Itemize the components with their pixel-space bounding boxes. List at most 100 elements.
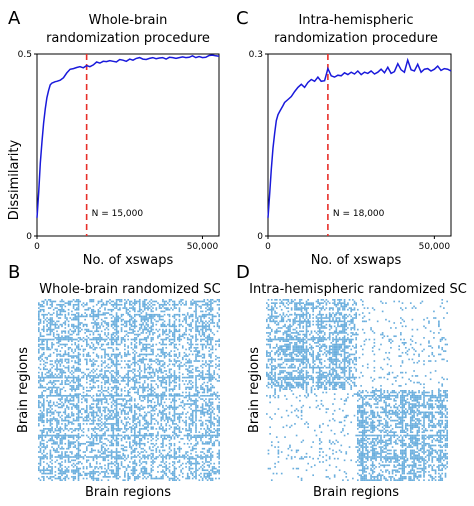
heatmap-cell xyxy=(152,370,154,372)
heatmap-cell xyxy=(44,386,47,389)
heatmap-cell xyxy=(74,313,77,316)
heatmap-cell xyxy=(112,423,115,425)
chart-c-threshold-label: N = 18,000 xyxy=(333,209,385,219)
heatmap-cell xyxy=(104,340,106,343)
heatmap-cell xyxy=(185,320,187,323)
heatmap-cell xyxy=(76,454,78,457)
heatmap-cell xyxy=(218,308,220,311)
heatmap-cell xyxy=(162,413,164,415)
heatmap-cell xyxy=(67,454,70,457)
heatmap-cell xyxy=(119,363,121,366)
heatmap-cell xyxy=(85,472,88,475)
heatmap-cell xyxy=(74,434,77,437)
heatmap-cell xyxy=(191,376,194,379)
heatmap-cell xyxy=(92,442,95,445)
heatmap-cell xyxy=(173,399,176,402)
heatmap-cell xyxy=(119,300,121,303)
heatmap-cell xyxy=(102,451,105,453)
heatmap-cell xyxy=(79,348,82,351)
heatmap-cell xyxy=(168,462,171,465)
heatmap-cell xyxy=(168,393,171,395)
heatmap-cell xyxy=(54,451,57,453)
heatmap-cell xyxy=(56,323,58,326)
heatmap-cell xyxy=(117,428,120,430)
heatmap-cell xyxy=(67,376,70,379)
heatmap-cell xyxy=(152,394,154,397)
heatmap-cell xyxy=(183,317,186,319)
heatmap-cell xyxy=(107,323,110,326)
heatmap-cell xyxy=(138,394,141,397)
heatmap-cell xyxy=(94,454,96,457)
heatmap-cell xyxy=(117,456,120,458)
heatmap-cell xyxy=(69,441,72,443)
heatmap-cell xyxy=(148,332,151,334)
heatmap-cell xyxy=(66,394,68,397)
heatmap-cell xyxy=(85,418,88,420)
heatmap-cell xyxy=(95,403,98,405)
heatmap-cell xyxy=(168,424,171,427)
heatmap-cell xyxy=(170,388,173,390)
heatmap-cell xyxy=(143,426,146,429)
heatmap-cell xyxy=(173,386,176,389)
heatmap-cell xyxy=(115,462,118,465)
heatmap-cell xyxy=(42,408,45,410)
heatmap-cell xyxy=(133,466,136,468)
heatmap-cell xyxy=(130,318,133,321)
heatmap-cell xyxy=(170,393,173,395)
heatmap-cell xyxy=(82,451,85,453)
heatmap-cell xyxy=(81,394,83,397)
heatmap-cell xyxy=(84,332,86,334)
heatmap-cell xyxy=(38,348,40,351)
heatmap-cell xyxy=(39,320,42,323)
heatmap-cell xyxy=(54,441,57,443)
heatmap-cell xyxy=(46,446,48,448)
heatmap-cell xyxy=(150,456,153,458)
heatmap-cell xyxy=(109,462,111,465)
heatmap-cell xyxy=(162,398,164,400)
heatmap-cell xyxy=(72,413,75,415)
heatmap-cell xyxy=(72,399,75,402)
heatmap-cell xyxy=(115,418,118,420)
heatmap-cell xyxy=(61,360,63,362)
heatmap-cell xyxy=(107,416,110,419)
heatmap-cell xyxy=(201,434,204,437)
heatmap-cell xyxy=(99,337,101,339)
heatmap-cell xyxy=(90,428,93,430)
heatmap-cell xyxy=(200,409,202,412)
heatmap-cell xyxy=(99,333,101,336)
heatmap-cell xyxy=(176,394,179,397)
heatmap-cell xyxy=(104,328,106,331)
heatmap-cell xyxy=(210,411,212,414)
heatmap-cell xyxy=(133,330,136,333)
heatmap-cell xyxy=(67,441,70,443)
heatmap-cell xyxy=(210,426,212,429)
heatmap-cell xyxy=(114,371,116,374)
heatmap-cell xyxy=(46,340,48,343)
heatmap-cell xyxy=(92,411,95,414)
heatmap-cell xyxy=(210,459,212,462)
heatmap-cell xyxy=(162,466,164,468)
heatmap-cell xyxy=(46,419,48,422)
heatmap-cell xyxy=(114,335,116,338)
heatmap-cell xyxy=(119,451,121,453)
heatmap-cell xyxy=(180,401,182,404)
heatmap-cell xyxy=(191,424,194,427)
heatmap-cell xyxy=(132,332,134,334)
heatmap-cell xyxy=(49,471,52,473)
heatmap-cell xyxy=(72,378,75,381)
heatmap-cell xyxy=(160,434,163,437)
heatmap-cell xyxy=(208,333,211,336)
heatmap-cell xyxy=(46,456,48,458)
heatmap-cell xyxy=(135,338,138,341)
heatmap-cell xyxy=(109,411,111,414)
heatmap-cell xyxy=(85,338,88,341)
heatmap-cell xyxy=(69,442,72,445)
heatmap-cell xyxy=(173,328,176,331)
heatmap-cell xyxy=(39,308,42,311)
heatmap-cell xyxy=(125,424,128,427)
heatmap-cell xyxy=(74,325,77,328)
heatmap-cell xyxy=(176,424,179,427)
heatmap-cell xyxy=(125,434,128,437)
heatmap-cell xyxy=(72,441,75,443)
heatmap-cell xyxy=(77,343,80,346)
